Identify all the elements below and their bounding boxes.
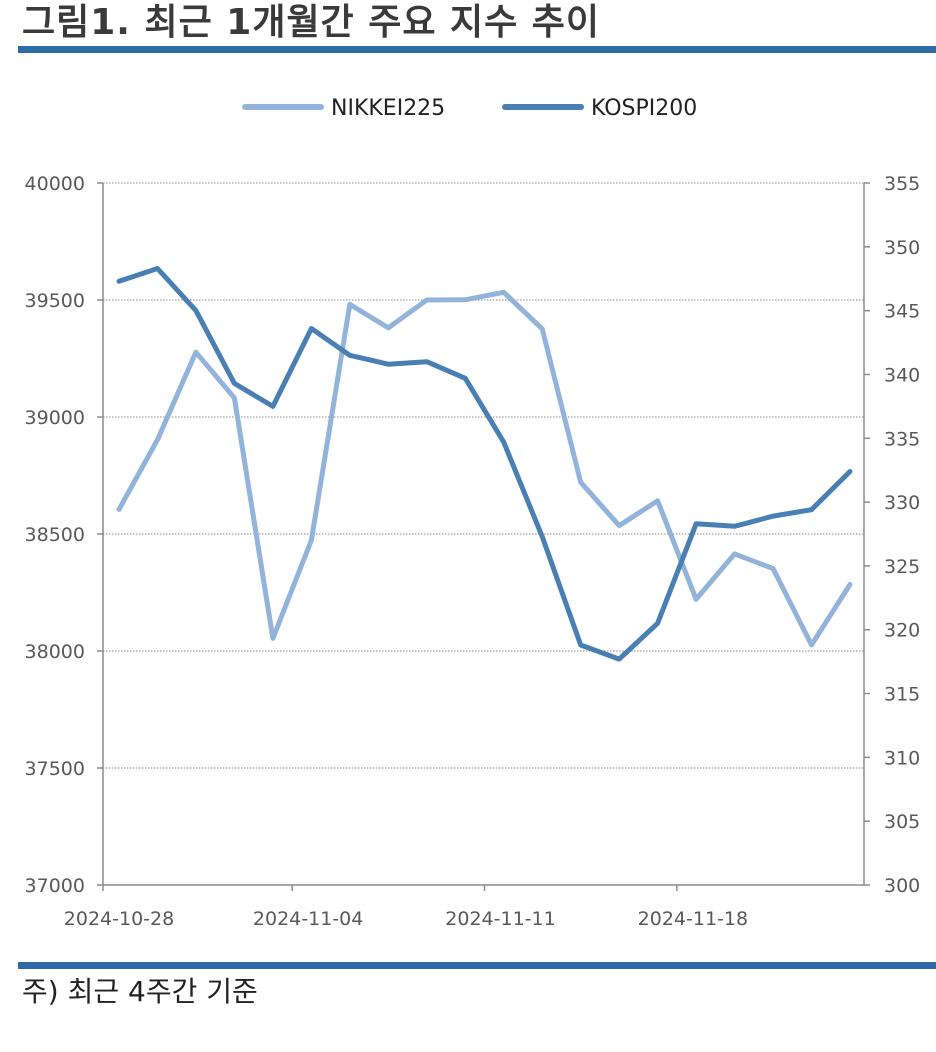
left-tick-label: 38500 xyxy=(25,524,85,546)
right-tick-label: 310 xyxy=(884,747,920,769)
right-tick-label: 335 xyxy=(884,428,920,450)
gridlines xyxy=(103,182,864,769)
right-tick-label: 345 xyxy=(884,301,920,323)
page-title: 그림1. 최근 1개월간 주요 지수 추이 xyxy=(22,2,600,43)
x-tick-label: 2024-10-28 xyxy=(64,908,174,930)
left-tick-label: 37500 xyxy=(25,758,85,780)
legend: NIKKEI225 KOSPI200 xyxy=(242,96,697,121)
series-lines xyxy=(116,266,853,662)
right-tick-label: 325 xyxy=(884,556,920,578)
x-tick-label: 2024-11-18 xyxy=(638,908,748,930)
line-chart: 37000 37500 38000 38500 39000 39500 40000 300 30… xyxy=(25,96,921,930)
right-tick-label: 355 xyxy=(884,173,920,195)
axes: 37000 37500 38000 38500 39000 39500 40000 300 30… xyxy=(25,173,921,930)
footer-divider xyxy=(18,962,936,969)
left-tick-label: 39500 xyxy=(25,290,85,312)
legend-label-kospi200: KOSPI200 xyxy=(591,96,697,121)
right-tick-label: 315 xyxy=(884,684,920,706)
right-tick-label: 305 xyxy=(884,811,920,833)
series-line-nikkei225 xyxy=(116,289,853,648)
x-tick-label: 2024-11-04 xyxy=(253,908,363,930)
right-tick-label: 300 xyxy=(884,875,920,897)
left-tick-label: 39000 xyxy=(25,407,85,429)
right-tick-label: 350 xyxy=(884,237,920,259)
series-line-kospi200 xyxy=(116,266,853,662)
left-tick-label: 37000 xyxy=(25,875,85,897)
x-tick-label: 2024-11-11 xyxy=(445,908,555,930)
legend-label-nikkei225: NIKKEI225 xyxy=(331,96,445,121)
right-tick-label: 320 xyxy=(884,620,920,642)
left-tick-label: 38000 xyxy=(25,641,85,663)
right-tick-label: 340 xyxy=(884,364,920,386)
title-divider xyxy=(18,46,936,53)
right-tick-label: 330 xyxy=(884,492,920,514)
footnote: 주) 최근 4주간 기준 xyxy=(22,975,258,1008)
left-tick-label: 40000 xyxy=(25,173,85,195)
